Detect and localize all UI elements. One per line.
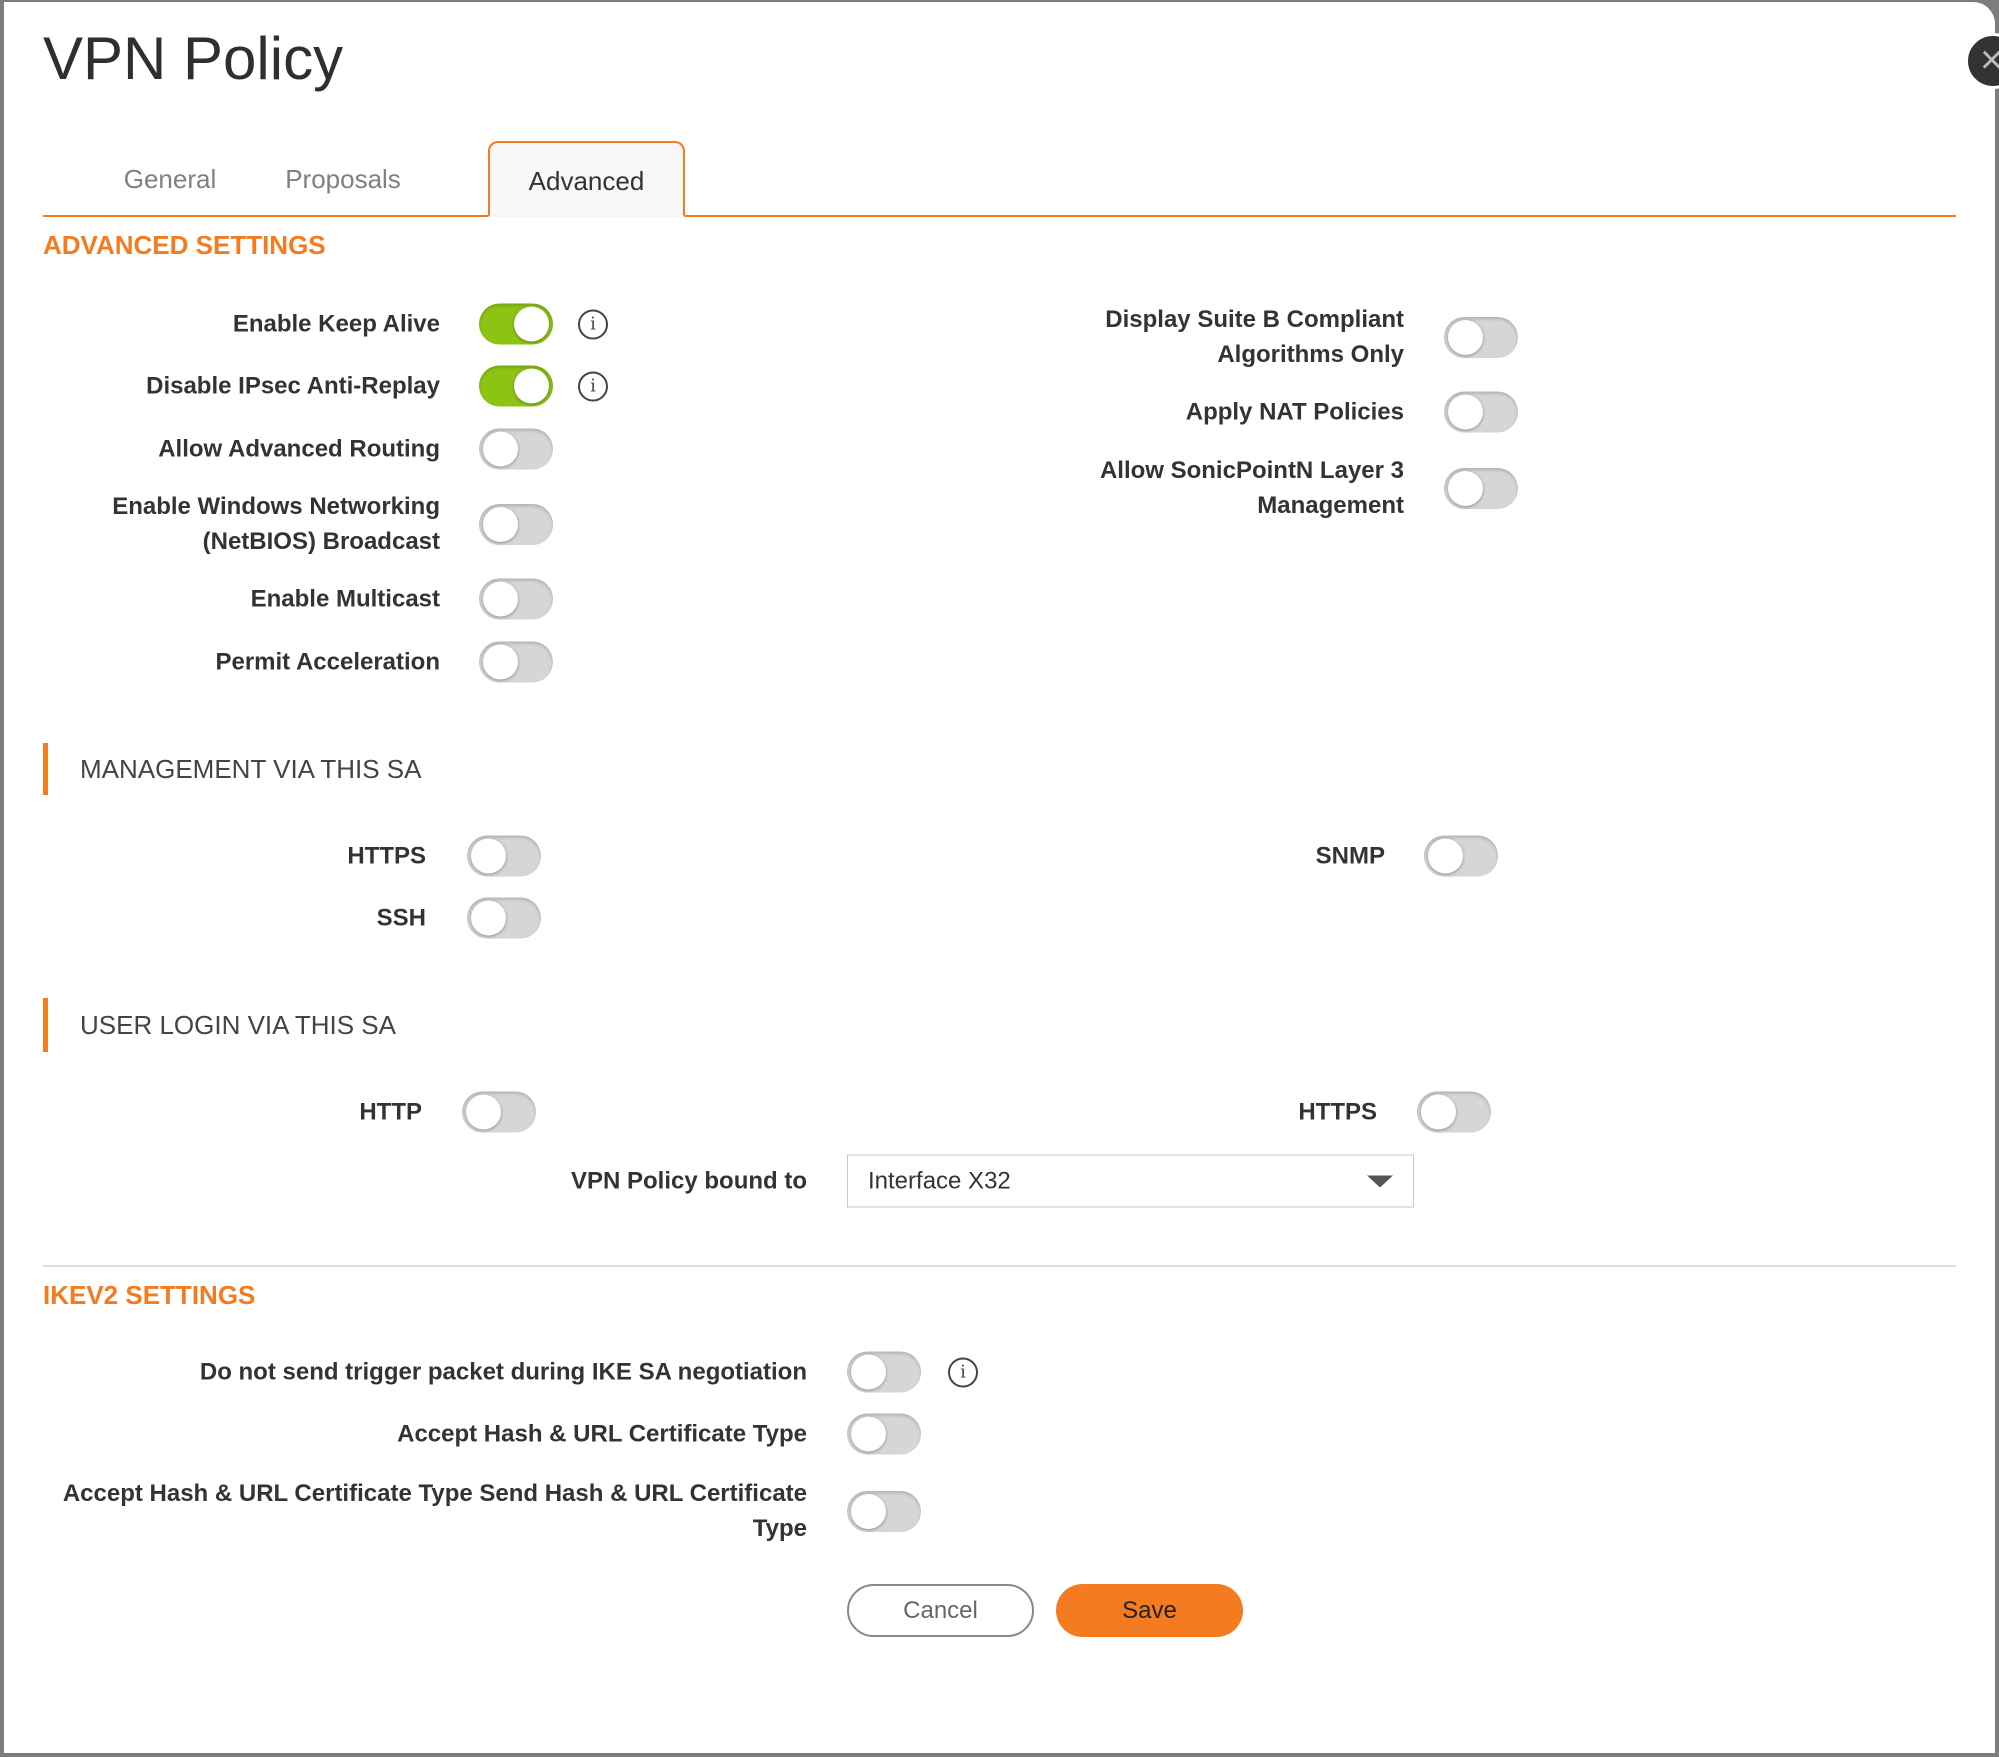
bound-to-select[interactable]: Interface X32 [847,1154,1414,1208]
accept-hash-url-label: Accept Hash & URL Certificate Type [397,1420,807,1448]
advanced-routing-label: Allow Advanced Routing [158,435,440,463]
tab-proposals[interactable]: Proposals [285,164,401,194]
save-button[interactable]: Save [1056,1584,1243,1637]
row-trigger-packet: Do not send trigger packet during IKE SA… [40,1351,978,1393]
suite-b-label: Display Suite B Compliant Algorithms Onl… [1105,306,1404,368]
divider [43,1265,1956,1267]
mgmt-https-toggle[interactable] [467,835,541,877]
tab-bar: General Proposals Advanced [43,141,1956,217]
multicast-toggle[interactable] [479,578,553,620]
login-https-toggle[interactable] [1417,1091,1491,1133]
info-icon[interactable]: i [948,1357,978,1387]
vpn-policy-dialog [4,2,1995,1753]
mgmt-ssh-label: SSH [376,904,426,932]
sonicpoint-toggle[interactable] [1444,467,1518,509]
keep-alive-toggle[interactable] [479,303,553,345]
netbios-toggle[interactable] [479,503,553,545]
keep-alive-label: Enable Keep Alive [232,310,440,338]
management-heading: MANAGEMENT VIA THIS SA [80,754,422,784]
mgmt-ssh-toggle[interactable] [467,897,541,939]
chevron-down-icon [1367,1175,1393,1187]
bound-to-value: Interface X32 [868,1167,1011,1194]
nat-policies-label: Apply NAT Policies [1185,398,1404,426]
row-mgmt-ssh: SSH [26,897,541,939]
login-http-label: HTTP [359,1098,422,1126]
section-accent-bar [43,743,48,795]
tab-general[interactable]: General [123,164,217,194]
bound-to-label: VPN Policy bound to [570,1167,807,1195]
row-login-http: HTTP [22,1091,536,1133]
suite-b-toggle[interactable] [1444,316,1518,358]
send-hash-url-label: Accept Hash & URL Certificate Type Send … [62,1480,807,1542]
permit-acceleration-toggle[interactable] [479,641,553,683]
row-advanced-routing: Allow Advanced Routing [40,428,553,470]
row-anti-replay: Disable IPsec Anti-Replay i [40,365,608,407]
mgmt-https-label: HTTPS [347,842,426,870]
tab-advanced[interactable]: Advanced [488,141,685,217]
trigger-packet-toggle[interactable] [847,1351,921,1393]
info-icon[interactable]: i [578,309,608,339]
row-mgmt-snmp: SNMP [985,835,1498,877]
row-login-https: HTTPS [977,1091,1491,1133]
trigger-packet-label: Do not send trigger packet during IKE SA… [199,1358,807,1386]
login-https-label: HTTPS [1298,1098,1377,1126]
advanced-routing-toggle[interactable] [479,428,553,470]
mgmt-snmp-toggle[interactable] [1424,835,1498,877]
row-suite-b: Display Suite B Compliant Algorithms Onl… [1004,302,1518,372]
row-accept-hash-url: Accept Hash & URL Certificate Type [40,1413,921,1455]
cancel-button[interactable]: Cancel [847,1584,1034,1637]
section-accent-bar [43,998,48,1052]
user-login-heading: USER LOGIN VIA THIS SA [80,1010,396,1040]
mgmt-snmp-label: SNMP [1315,842,1385,870]
permit-acceleration-label: Permit Acceleration [215,648,440,676]
advanced-settings-heading: ADVANCED SETTINGS [43,230,326,260]
row-sonicpoint: Allow SonicPointN Layer 3 Management [1004,453,1518,523]
row-bound-to: VPN Policy bound to Interface X32 [40,1154,1414,1208]
nat-policies-toggle[interactable] [1444,391,1518,433]
send-hash-url-toggle[interactable] [847,1490,921,1532]
row-permit-acceleration: Permit Acceleration [40,641,553,683]
row-nat-policies: Apply NAT Policies [1004,391,1518,433]
netbios-label: Enable Windows Networking (NetBIOS) Broa… [112,493,440,555]
row-netbios: Enable Windows Networking (NetBIOS) Broa… [40,489,553,559]
row-keep-alive: Enable Keep Alive i [40,303,608,345]
ikev2-heading: IKEV2 SETTINGS [43,1280,256,1310]
anti-replay-label: Disable IPsec Anti-Replay [146,372,440,400]
accept-hash-url-toggle[interactable] [847,1413,921,1455]
multicast-label: Enable Multicast [250,585,440,613]
login-http-toggle[interactable] [462,1091,536,1133]
info-icon[interactable]: i [578,371,608,401]
sonicpoint-label: Allow SonicPointN Layer 3 Management [1099,457,1404,519]
anti-replay-toggle[interactable] [479,365,553,407]
dialog-title: VPN Policy [43,25,344,92]
row-send-hash-url: Accept Hash & URL Certificate Type Send … [40,1476,921,1546]
row-mgmt-https: HTTPS [26,835,541,877]
row-multicast: Enable Multicast [40,578,553,620]
